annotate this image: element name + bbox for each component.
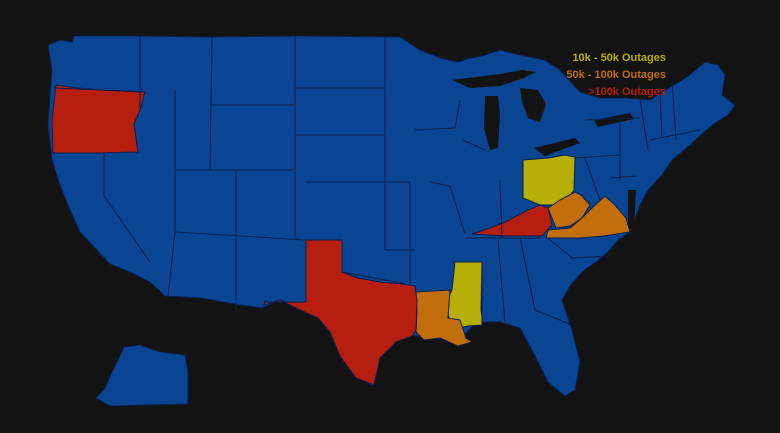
state-border-line [534,309,573,326]
state-border-line [497,239,506,323]
state-border-line [499,179,503,239]
base-states-layer [47,35,736,407]
state-border-line [649,129,701,141]
state-border-line [547,237,611,259]
state-border-line [133,36,141,153]
legend-item-gt-100k: >100k Outages [588,86,666,98]
state-west-virginia [547,191,591,229]
state-border-line [462,139,486,151]
lake-erie [534,138,580,156]
lake-michigan [484,96,500,150]
state-border-line [519,237,536,311]
state-virginia [545,195,631,239]
state-border-line [209,35,213,171]
state-alaska [95,344,189,407]
lake-huron [520,88,546,122]
state-border-line [53,87,146,93]
state-border-line [584,117,641,121]
outage-states-layer [51,84,631,386]
state-border-line [103,153,151,263]
legend-item-50k-100k: 50k - 100k Outages [566,69,666,81]
state-border-line [306,239,407,285]
state-border-line [584,157,601,201]
state-border-line [609,175,637,179]
state-borders-layer [53,35,701,326]
state-border-line [414,99,461,131]
legend-item-10k-50k: 10k - 50k Outages [572,52,666,64]
state-oregon [51,84,146,154]
state-border-line [174,231,307,241]
chesapeake [628,190,636,230]
state-border-line [659,91,663,139]
state-texas [263,239,418,386]
state-border-line [639,99,649,151]
state-border-line [671,79,677,141]
us-mainland [47,35,736,397]
lake-ontario [594,113,634,127]
state-border-line [429,181,466,235]
state-border-line [574,154,621,159]
lake-superior [452,70,536,88]
state-kentucky [471,204,553,237]
outage-legend: 10k - 50k Outages 50k - 100k Outages >10… [566,50,666,101]
